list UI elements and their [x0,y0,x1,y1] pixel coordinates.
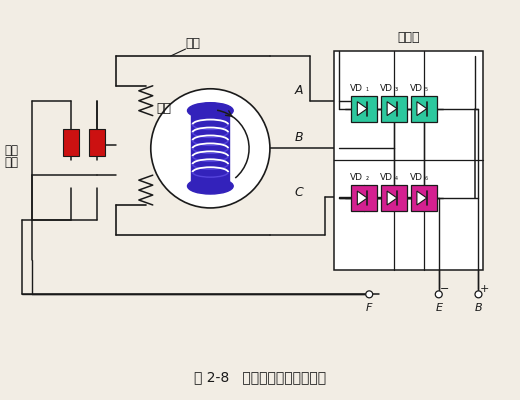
Text: ₂: ₂ [365,173,368,182]
Polygon shape [387,191,397,205]
Text: −: − [440,284,449,294]
Text: 图 2-8   交流发电机工作原理图: 图 2-8 交流发电机工作原理图 [194,370,326,384]
Text: ₅: ₅ [425,84,428,93]
Text: VD: VD [380,173,393,182]
Bar [411,185,437,211]
Text: 电刷: 电刷 [5,156,19,169]
Polygon shape [357,102,367,116]
Bar [89,128,105,156]
Text: VD: VD [350,173,363,182]
Text: C: C [295,186,304,199]
Ellipse shape [188,103,233,118]
Text: ₄: ₄ [395,173,398,182]
Text: ₁: ₁ [365,84,368,93]
Text: VD: VD [380,84,393,93]
Bar [381,185,407,211]
Circle shape [151,89,270,208]
Text: ₆: ₆ [425,173,428,182]
Text: A: A [295,84,303,97]
Text: 定子: 定子 [185,36,200,50]
Bar [352,96,377,122]
Polygon shape [357,191,367,205]
Bar [411,96,437,122]
Bar [334,51,484,270]
Text: F: F [366,303,372,313]
Text: 滑环: 滑环 [5,144,19,157]
Text: VD: VD [410,173,423,182]
Text: B: B [295,131,303,144]
Bar [352,185,377,211]
Text: 整流器: 整流器 [398,31,420,44]
Text: B: B [475,303,482,313]
Bar [381,96,407,122]
Text: VD: VD [410,84,423,93]
Circle shape [435,291,442,298]
Text: ₃: ₃ [395,84,398,93]
Text: +: + [480,284,489,294]
Text: VD: VD [350,84,363,93]
Polygon shape [417,102,427,116]
Polygon shape [417,191,427,205]
Bar [191,111,229,186]
Circle shape [475,291,482,298]
Ellipse shape [188,178,233,194]
Text: 转子: 转子 [156,102,171,115]
Text: E: E [435,303,442,313]
Bar [63,128,79,156]
Circle shape [366,291,373,298]
Polygon shape [387,102,397,116]
